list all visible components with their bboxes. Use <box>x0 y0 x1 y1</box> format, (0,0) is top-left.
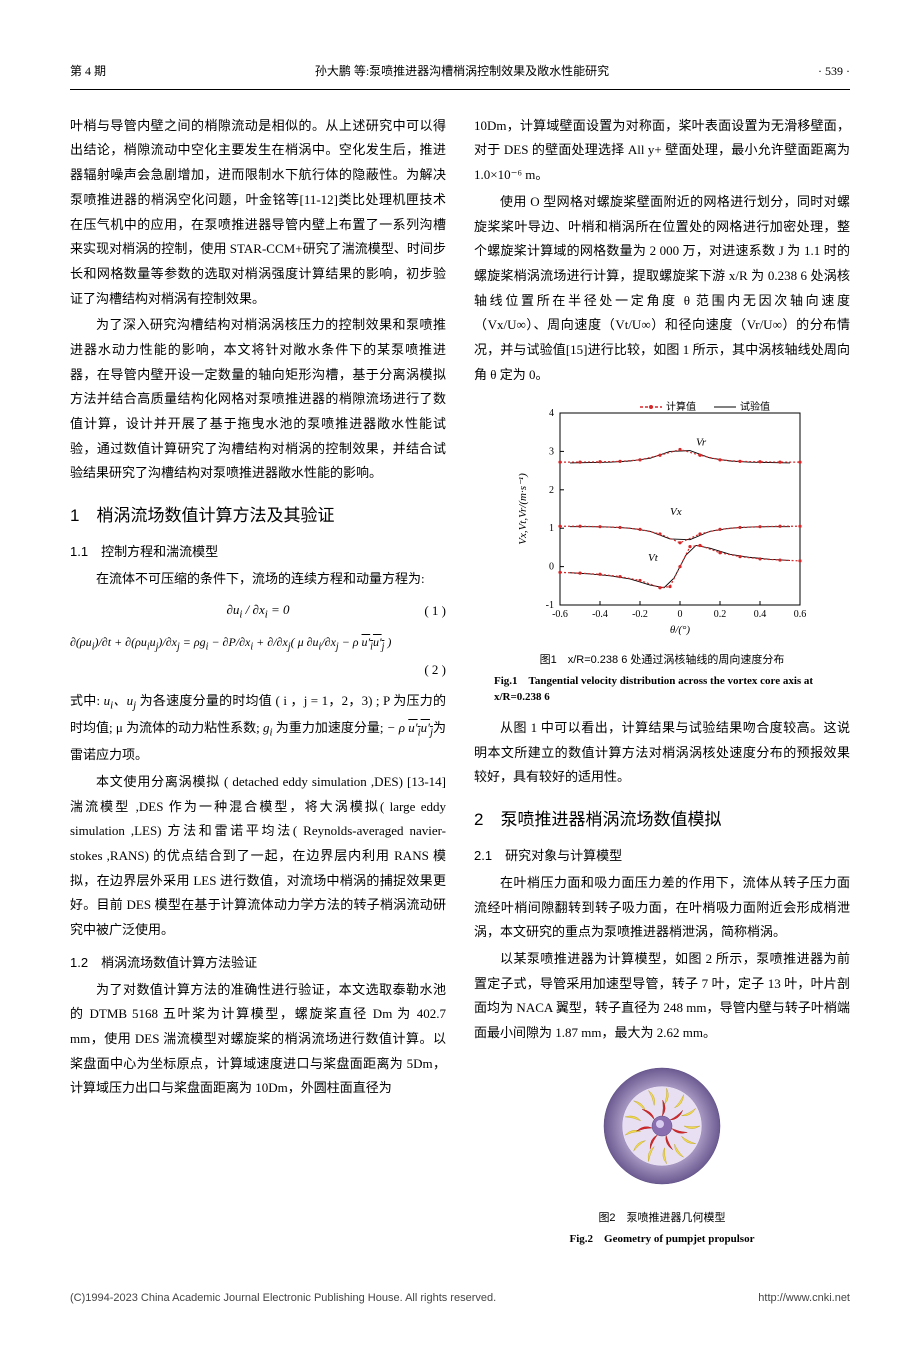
sec1-1-p3: 本文使用分离涡模拟 ( detached eddy simulation ,DE… <box>70 770 446 943</box>
equation-1-body: ∂ui / ∂xi = 0 <box>226 598 289 625</box>
right-para-3: 从图 1 中可以看出，计算结果与试验结果吻合度较高。这说明本文所建立的数值计算方… <box>474 716 850 790</box>
svg-text:0: 0 <box>678 609 683 620</box>
svg-text:Vr: Vr <box>696 437 707 449</box>
main-columns: 叶梢与导管内壁之间的梢隙流动是相似的。从上述研究中可以得出结论，梢隙流动中空化主… <box>70 114 850 1258</box>
figure-1-caption-cn: 图1 x/R=0.238 6 处通过涡核轴线的周向速度分布 <box>474 650 850 671</box>
svg-text:Vx,Vt,Vr/(m·s⁻¹): Vx,Vt,Vr/(m·s⁻¹) <box>517 473 529 545</box>
equation-2-num-row: ( 2 ) <box>70 658 446 683</box>
svg-text:4: 4 <box>549 408 554 419</box>
equation-2: ∂(ρui)/∂t + ∂(ρuiuj)/∂xj = ρgi − ∂P/∂xi … <box>70 631 446 656</box>
figure-2-caption-en: Fig.2 Geometry of pumpjet propulsor <box>474 1231 850 1248</box>
svg-text:2: 2 <box>549 485 554 496</box>
figure-1: -0.6 -0.4 -0.2 0 0.2 0.4 0.6 -1 0 1 2 3 4 θ/(°) Vx,Vt,… <box>474 397 850 706</box>
figure-1-chart: -0.6 -0.4 -0.2 0 0.2 0.4 0.6 -1 0 1 2 3 4 θ/(°) Vx,Vt,… <box>512 397 812 637</box>
section-1-1-heading: 1.1 控制方程和湍流模型 <box>70 540 446 565</box>
svg-text:Vt: Vt <box>648 552 659 564</box>
sec2-1-p2: 以某泵喷推进器为计算模型，如图 2 所示，泵喷推进器为前置定子式，导管采用加速型… <box>474 947 850 1046</box>
page-footer: (C)1994-2023 China Academic Journal Elec… <box>70 1288 850 1309</box>
section-1-heading: 1 梢涡流场数值计算方法及其验证 <box>70 500 446 532</box>
svg-text:Vx: Vx <box>670 506 682 518</box>
section-1-2-heading: 1.2 梢涡流场数值计算方法验证 <box>70 951 446 976</box>
left-column: 叶梢与导管内壁之间的梢隙流动是相似的。从上述研究中可以得出结论，梢隙流动中空化主… <box>70 114 446 1258</box>
sec1-1-p2: 式中: ui、uj 为各速度分量的时均值 ( i ，j = 1，2，3) ; P… <box>70 689 446 768</box>
section-2-1-heading: 2.1 研究对象与计算模型 <box>474 844 850 869</box>
right-column: 10Dm，计算域壁面设置为对称面，桨叶表面设置为无滑移壁面，对于 DES 的壁面… <box>474 114 850 1258</box>
header-page: · 539 · <box>818 60 850 83</box>
left-para-2: 为了深入研究沟槽结构对梢涡涡核压力的控制效果和泵喷推进器水动力性能的影响，本文将… <box>70 313 446 486</box>
svg-text:-0.2: -0.2 <box>632 609 648 620</box>
svg-text:-0.4: -0.4 <box>592 609 608 620</box>
header-title: 孙大鹏 等:泵喷推进器沟槽梢涡控制效果及敞水性能研究 <box>315 60 609 83</box>
header-issue: 第 4 期 <box>70 60 106 83</box>
figure-1-caption-en: Fig.1 Tangential velocity distribution a… <box>474 673 850 706</box>
equation-2-num: ( 2 ) <box>424 658 446 683</box>
svg-text:0: 0 <box>549 562 554 573</box>
figure-2-caption-cn: 图2 泵喷推进器几何模型 <box>474 1208 850 1229</box>
section-2-heading: 2 泵喷推进器梢涡流场数值模拟 <box>474 804 850 836</box>
svg-text:0.2: 0.2 <box>714 609 727 620</box>
left-para-1: 叶梢与导管内壁之间的梢隙流动是相似的。从上述研究中可以得出结论，梢隙流动中空化主… <box>70 114 446 312</box>
svg-text:-0.6: -0.6 <box>552 609 568 620</box>
svg-text:0.6: 0.6 <box>794 609 807 620</box>
svg-text:-1: -1 <box>546 600 554 611</box>
figure-2: 图2 泵喷推进器几何模型 Fig.2 Geometry of pumpjet p… <box>474 1056 850 1248</box>
figure-2-model <box>582 1056 742 1196</box>
svg-text:3: 3 <box>549 447 554 458</box>
equation-1: ∂ui / ∂xi = 0 ( 1 ) <box>70 598 446 625</box>
svg-text:θ/(°): θ/(°) <box>670 624 691 636</box>
sec1-2-p1: 为了对数值计算方法的准确性进行验证，本文选取泰勒水池的 DTMB 5168 五叶… <box>70 978 446 1101</box>
right-para-2: 使用 O 型网格对螺旋桨壁面附近的网格进行划分，同时对螺旋桨桨叶导边、叶梢和梢涡… <box>474 190 850 388</box>
svg-text:1: 1 <box>549 524 554 535</box>
equation-1-num: ( 1 ) <box>424 599 446 624</box>
page-header: 第 4 期 孙大鹏 等:泵喷推进器沟槽梢涡控制效果及敞水性能研究 · 539 · <box>70 60 850 90</box>
svg-text:试验值: 试验值 <box>740 400 770 413</box>
svg-text:0.4: 0.4 <box>754 609 767 620</box>
footer-url: http://www.cnki.net <box>758 1288 850 1309</box>
sec1-1-p1: 在流体不可压缩的条件下，流场的连续方程和动量方程为: <box>70 567 446 592</box>
right-para-1: 10Dm，计算域壁面设置为对称面，桨叶表面设置为无滑移壁面，对于 DES 的壁面… <box>474 114 850 188</box>
svg-text:计算值: 计算值 <box>666 400 696 413</box>
footer-copyright: (C)1994-2023 China Academic Journal Elec… <box>70 1288 496 1309</box>
sec2-1-p1: 在叶梢压力面和吸力面压力差的作用下，流体从转子压力面流经叶梢间隙翻转到转子吸力面… <box>474 871 850 945</box>
equation-2-body: ∂(ρui)/∂t + ∂(ρuiuj)/∂xj = ρgi − ∂P/∂xi … <box>70 631 391 656</box>
